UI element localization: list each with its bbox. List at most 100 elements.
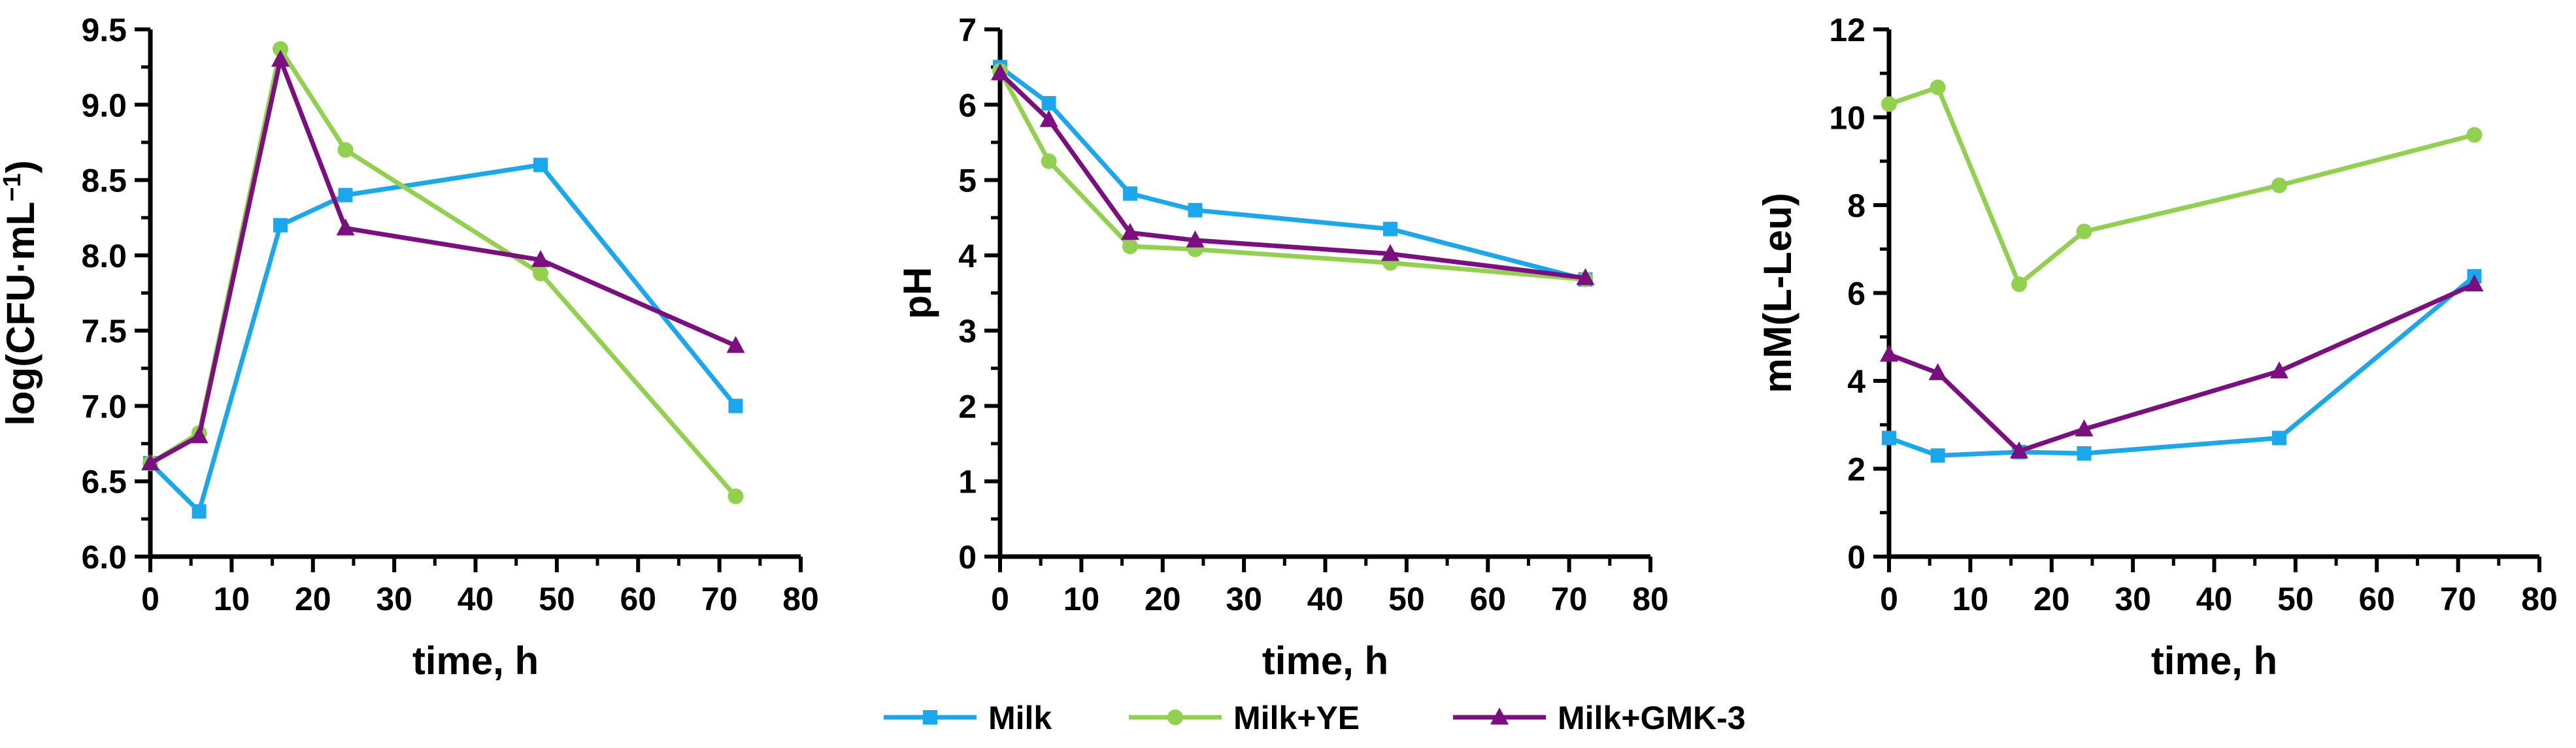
milk-point — [1188, 203, 1203, 218]
y-tick-label: 12 — [1829, 12, 1865, 48]
y-tick-label: 8.0 — [81, 238, 127, 274]
x-tick-label: 30 — [1226, 581, 1262, 617]
x-axis-title: time, h — [2151, 639, 2277, 683]
y-axis-title: pH — [895, 267, 939, 319]
milk-point — [1882, 431, 1896, 446]
milk-gmk-3-line — [149, 57, 737, 466]
y-tick-label: 8.5 — [81, 163, 127, 199]
milk-ye-point — [1881, 96, 1897, 112]
milk-point — [1123, 186, 1137, 201]
x-tick-label: 0 — [1880, 581, 1898, 617]
x-tick-label: 70 — [2440, 581, 2477, 617]
x-tick-label: 30 — [2115, 581, 2151, 617]
milk-ye-point — [273, 41, 288, 57]
milk-ye-point — [2076, 223, 2092, 240]
milk-gmk-3-point — [2075, 419, 2094, 436]
x-tick-label: 50 — [1388, 581, 1425, 617]
milk-point — [533, 157, 548, 172]
x-tick-label: 40 — [1307, 581, 1344, 617]
milk-ye-point — [1930, 79, 1946, 95]
milk-ye-point — [2271, 177, 2287, 193]
x-tick-label: 30 — [376, 581, 412, 617]
milk-gmk-3-point — [271, 50, 290, 67]
x-tick-label: 70 — [701, 581, 738, 617]
milk-gmk-3-point — [531, 250, 550, 267]
milk-gmk-3-line — [1888, 282, 2475, 454]
milk-gmk-3-point — [1880, 344, 1898, 362]
series-milk-ye — [1881, 79, 2483, 293]
milk-ye-point — [2466, 127, 2483, 143]
milk-point — [1383, 221, 1397, 236]
legend-label: Milk — [988, 700, 1052, 736]
y-tick-label: 2 — [1847, 451, 1865, 488]
x-tick-label: 0 — [991, 581, 1009, 617]
x-tick-label: 40 — [458, 581, 494, 617]
milk-ye-point — [337, 142, 354, 158]
milk-gmk-3-point — [2465, 274, 2484, 292]
x-tick-label: 10 — [1952, 581, 1989, 617]
x-tick-label: 80 — [782, 581, 819, 617]
milk-point — [273, 218, 288, 233]
milk-gmk-3-point — [2010, 441, 2028, 459]
chart-cfu: 0 10 20 30 40 50 60 70 80 6.0 6.5 7.0 7.5 8.0 8.5 9.0 9.… — [0, 12, 819, 683]
legend-label: Milk+GMK-3 — [1558, 700, 1746, 736]
y-tick-label: 0 — [1847, 539, 1865, 576]
x-tick-label: 20 — [1145, 581, 1181, 617]
milk-gmk-3-point — [1381, 244, 1399, 261]
x-tick-label: 20 — [2033, 581, 2070, 617]
milk-point — [338, 187, 353, 203]
milk-gmk-3-point — [991, 63, 1009, 80]
milk-ye-point — [728, 488, 744, 504]
x-tick-label: 60 — [2358, 581, 2395, 617]
milk-line — [1888, 274, 2476, 458]
y-tick-label: 10 — [1829, 100, 1865, 137]
milk-gmk-3-point — [190, 426, 209, 444]
x-tick-label: 20 — [295, 581, 331, 617]
x-tick-label: 70 — [1551, 581, 1588, 617]
y-tick-label: 6 — [958, 87, 977, 123]
milk-line — [998, 65, 1586, 282]
chart-ph: 0 10 20 30 40 50 60 70 80 0 1 2 3 4 5 6 7 time, h pH — [895, 12, 1669, 683]
series-milk-gmk-3 — [141, 50, 745, 471]
milk-ye-point — [1041, 153, 1057, 169]
milk-gmk-3-line — [998, 71, 1586, 280]
x-tick-label: 80 — [2521, 581, 2558, 617]
y-tick-label: 7.5 — [81, 313, 127, 350]
legend-marker — [1490, 707, 1509, 724]
y-axis-title: log(CFU·mL−1) — [0, 160, 42, 426]
legend-item-milk-ye: Milk+YE — [1129, 700, 1360, 736]
x-tick-label: 50 — [2277, 581, 2314, 617]
series-milk-gmk-3 — [991, 63, 1595, 285]
series-milk — [1882, 268, 2482, 463]
y-tick-label: 6.0 — [81, 539, 127, 576]
milk-ye-line — [1888, 85, 2475, 287]
chart-leucine: 0 10 20 30 40 50 60 70 80 0 2 4 6 8 10 12 time, h mM(L-Le… — [1756, 12, 2558, 683]
y-axis-title: mM(L-Leu) — [1756, 193, 1799, 393]
y-tick-label: 0 — [958, 539, 977, 576]
milk-gmk-3-point — [1039, 110, 1058, 127]
series-milk-ye — [992, 63, 1594, 287]
x-tick-label: 50 — [539, 581, 575, 617]
y-tick-label: 6.5 — [81, 464, 127, 500]
milk-gmk-3-point — [1928, 363, 1947, 380]
x-axis-title: time, h — [412, 639, 539, 683]
milk-point — [2272, 431, 2286, 446]
legend-marker — [923, 710, 937, 724]
x-tick-label: 10 — [214, 581, 250, 617]
milk-line — [148, 163, 738, 514]
milk-gmk-3-point — [336, 218, 355, 236]
milk-point — [2077, 446, 2092, 461]
y-tick-label: 7.0 — [81, 388, 127, 425]
milk-ye-line — [997, 69, 1586, 282]
milk-gmk-3-point — [1576, 268, 1595, 285]
milk-point — [192, 504, 207, 519]
y-tick-label: 5 — [958, 163, 977, 199]
milk-ye-line — [149, 46, 738, 498]
y-tick-label: 6 — [1847, 276, 1865, 312]
milk-gmk-3-point — [1121, 223, 1139, 240]
milk-gmk-3-point — [1186, 230, 1205, 248]
series-milk-gmk-3 — [1880, 274, 2484, 459]
x-tick-label: 10 — [1063, 581, 1100, 617]
y-tick-label: 2 — [958, 388, 977, 425]
